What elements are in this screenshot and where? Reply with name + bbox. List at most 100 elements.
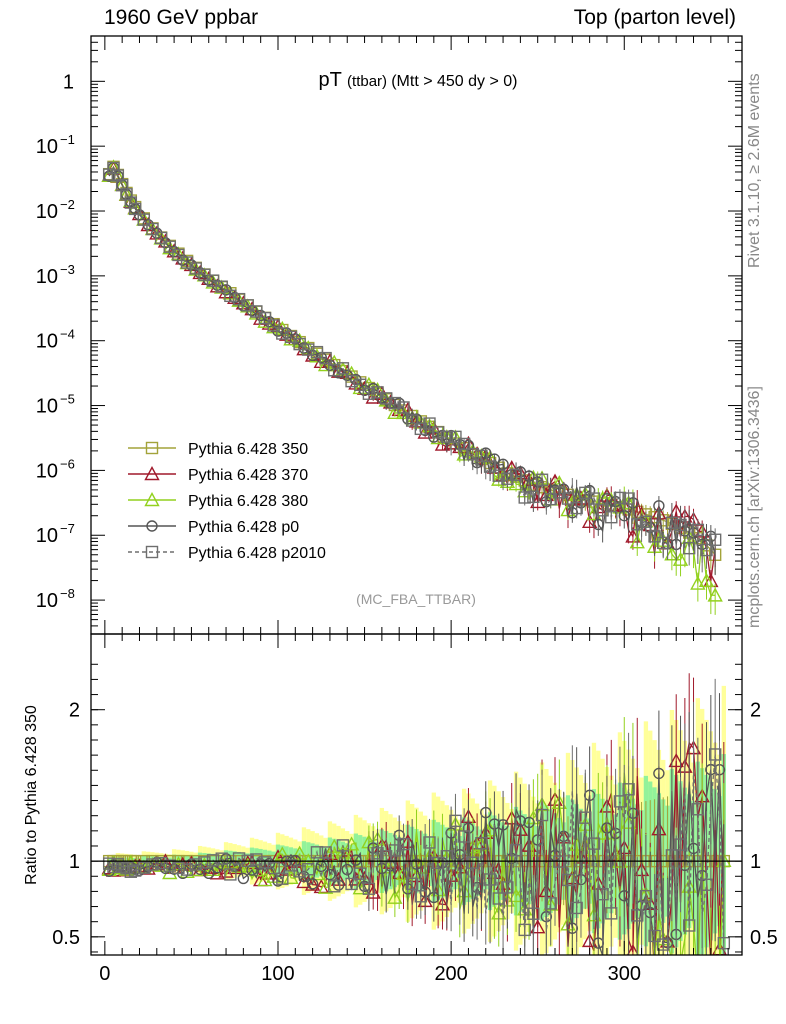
data-point — [631, 909, 644, 922]
data-point — [267, 861, 280, 875]
data-point — [613, 491, 627, 505]
y-tick-exponent: −6 — [60, 456, 75, 471]
data-point — [137, 861, 151, 874]
data-point — [206, 854, 220, 867]
data-point — [691, 523, 705, 537]
data-point — [302, 343, 315, 356]
data-point — [596, 888, 609, 901]
data-point — [587, 837, 601, 850]
data-point — [410, 858, 423, 870]
data-point — [670, 953, 673, 955]
data-point — [561, 873, 575, 887]
data-point — [605, 907, 618, 920]
data-point — [566, 506, 579, 519]
header-right: Top (parton level) — [573, 6, 736, 29]
data-point — [596, 504, 609, 517]
data-point — [648, 929, 661, 943]
data-point — [306, 878, 319, 890]
title-sub2: (Mtt > 450 dy > 0) — [391, 73, 517, 90]
data-point — [710, 954, 711, 955]
y-tick-label: 10 — [36, 590, 58, 612]
data-point — [284, 330, 298, 344]
data-point — [454, 848, 466, 861]
data-point — [583, 789, 596, 801]
data-point — [483, 873, 497, 886]
data-point — [215, 852, 228, 865]
data-point — [405, 414, 419, 427]
data-point — [492, 892, 505, 905]
data-point — [509, 468, 523, 481]
data-point — [336, 362, 350, 375]
data-point — [535, 808, 549, 822]
data-point — [137, 213, 151, 226]
analysis-name: (MC_FBA_TTBAR) — [356, 591, 476, 607]
y-tick-label: 1 — [63, 71, 74, 93]
data-point — [388, 844, 402, 857]
data-point — [672, 551, 689, 566]
data-point — [622, 783, 635, 796]
data-point — [466, 447, 479, 461]
data-point — [111, 169, 125, 182]
data-point — [691, 803, 705, 816]
data-point — [561, 492, 575, 505]
data-point — [276, 872, 289, 885]
legend-label: Pythia 6.428 370 — [188, 467, 308, 484]
data-point — [700, 543, 713, 557]
title-sub1: (ttbar) — [347, 73, 391, 90]
title-main: pT — [318, 69, 347, 91]
data-point — [653, 767, 665, 780]
data-point — [544, 492, 557, 506]
data-point — [700, 963, 713, 975]
data-point — [250, 853, 263, 866]
data-point — [371, 847, 384, 860]
data-point — [592, 937, 604, 949]
data-point — [592, 518, 604, 531]
data-point — [700, 878, 713, 891]
data-point — [380, 392, 393, 405]
data-point — [397, 401, 410, 414]
data-point — [462, 822, 475, 834]
data-point — [250, 305, 263, 318]
data-point — [527, 490, 540, 504]
data-point — [328, 364, 341, 377]
data-point — [475, 837, 488, 850]
data-point — [224, 289, 237, 303]
y-tick-label: 10 — [36, 460, 58, 482]
data-point — [400, 833, 416, 848]
data-point — [508, 888, 524, 903]
data-point — [657, 536, 670, 550]
data-point — [319, 846, 332, 859]
data-point — [718, 0, 729, 11]
data-point — [354, 867, 367, 880]
data-point — [154, 231, 168, 245]
data-point — [362, 387, 376, 400]
legend-label: Pythia 6.428 p2010 — [188, 545, 326, 562]
x-tick-label: 0 — [99, 963, 110, 985]
data-point — [501, 881, 514, 894]
data-point — [568, 836, 585, 851]
data-point — [466, 856, 479, 869]
data-point — [664, 546, 680, 561]
data-point — [583, 484, 596, 497]
data-point — [566, 922, 579, 934]
y-tick-label: 10 — [36, 331, 58, 353]
data-point — [629, 534, 645, 549]
data-point — [215, 280, 228, 293]
y-tick-label: 10 — [36, 396, 58, 418]
data-point — [674, 957, 687, 969]
data-point — [501, 472, 514, 485]
legend-label: Pythia 6.428 p0 — [188, 519, 299, 536]
data-point — [509, 844, 523, 857]
legend-marker — [145, 441, 159, 455]
data-point — [115, 178, 129, 192]
data-point — [587, 492, 601, 505]
data-point — [687, 842, 700, 855]
data-point — [449, 430, 462, 444]
data-point — [639, 889, 653, 903]
data-point — [107, 161, 120, 175]
data-point — [350, 854, 362, 866]
data-point — [523, 816, 535, 829]
data-point — [102, 857, 116, 870]
data-point — [272, 875, 284, 887]
data-point — [120, 862, 133, 875]
